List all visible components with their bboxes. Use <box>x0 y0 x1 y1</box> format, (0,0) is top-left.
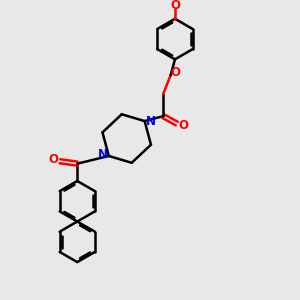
Text: O: O <box>49 153 58 166</box>
Text: N: N <box>98 148 108 161</box>
Text: O: O <box>170 0 180 12</box>
Text: O: O <box>178 118 188 131</box>
Text: O: O <box>171 66 181 79</box>
Text: N: N <box>146 115 155 128</box>
